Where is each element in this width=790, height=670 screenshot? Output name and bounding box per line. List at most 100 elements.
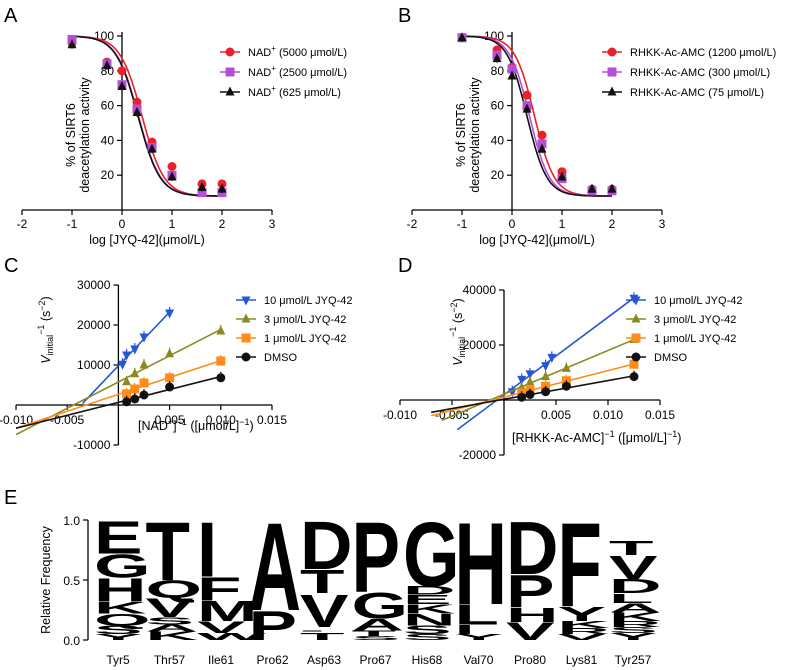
series-2-point [165, 373, 175, 383]
series-0-point [522, 90, 532, 100]
legend-1-label: 3 μmol/L JYQ-42 [654, 314, 736, 326]
x-tick-label: -0.010 [383, 408, 417, 422]
series-1-point [525, 376, 535, 386]
series-3-point [541, 387, 551, 397]
legend-2-marker [225, 86, 235, 96]
y-axis-label: Relative Frequency [39, 525, 53, 633]
legend-0-marker [241, 296, 251, 306]
series-2-point [217, 183, 227, 193]
series-3-point [165, 382, 175, 392]
x-tick-label: 2 [219, 217, 226, 231]
y-tick-label: 10000 [77, 358, 111, 372]
logo-letter-thr57-4: Q [146, 575, 203, 603]
x-tick-label: -2 [17, 217, 28, 231]
position-label: Tyr257 [615, 653, 652, 667]
legend-0-marker [225, 47, 235, 57]
x-axis-label-part: ] [173, 419, 176, 433]
y-axis-label-close: ) [451, 298, 465, 302]
y-axis-label: Vinitial−1 (s−2) [36, 296, 55, 363]
position-label: Pro67 [359, 653, 391, 667]
logo-letter-tyr5-0: Y [94, 632, 143, 641]
series-2-point [557, 171, 567, 181]
x-axis-label-part: [NAD [138, 419, 168, 433]
x-axis-label-part: −1 [667, 429, 677, 439]
x-axis-label-part: −1 [177, 417, 187, 427]
panel-letter-c: C [4, 255, 18, 277]
logo-letter-thr57-1: A [146, 623, 199, 634]
legend-label-sup: + [271, 64, 276, 73]
x-axis-label-part: ([μmol/L] [615, 431, 667, 445]
y-tick-label: -20000 [459, 448, 497, 462]
x-axis-label: [RHKK-Ac-AMC]−1 ([μmol/L]−1) [512, 429, 681, 445]
series-3-point [130, 394, 140, 404]
series-3-point [139, 390, 149, 400]
series-2-point [167, 171, 177, 181]
logo-letter-tyr5-2: Q [94, 611, 151, 630]
x-tick-label: 0.015 [645, 408, 675, 422]
x-axis-label-part: −1 [604, 429, 614, 439]
series-2-point [216, 356, 226, 366]
legend-2-label: 1 μmol/L JYQ-42 [264, 333, 346, 345]
series-3-point [122, 397, 132, 407]
position-label: Asp63 [307, 653, 341, 667]
series-1-point [122, 376, 132, 386]
legend-3-marker [241, 352, 251, 362]
y-axis-label-close: ) [39, 296, 53, 300]
logo-letter-pro80-2: P [506, 566, 555, 618]
series-0-point [117, 360, 127, 370]
position-label: Thr57 [154, 653, 186, 667]
y-axis-label-line1: % of SIRT6 [454, 103, 468, 167]
y-tick-label: 60 [491, 99, 505, 113]
x-tick-label: 0.010 [206, 413, 236, 427]
legend-1-marker [631, 313, 641, 323]
logo-letter-pro67-2: A [352, 616, 405, 635]
series-0-point [537, 130, 547, 140]
logo-letter-tyr257-5: L [609, 591, 653, 606]
x-tick-label: -1 [67, 217, 78, 231]
logo-letter-thr57-0: K [146, 630, 199, 643]
series-2-point [587, 183, 597, 193]
y-axis-label-sub: initial [45, 335, 55, 356]
series-0-point [541, 362, 551, 372]
logo-letter-ile61-3: F [197, 570, 241, 607]
series-3-point [216, 373, 226, 383]
legend-0-label: 10 μmol/L JYQ-42 [654, 295, 742, 307]
y-axis-label-unit: (s [39, 311, 53, 325]
series-2-curve [461, 35, 613, 197]
y-tick-label: 60 [101, 99, 115, 113]
legend-1-marker [225, 67, 235, 77]
series-0-point [130, 345, 140, 355]
y-axis-label-v: V [451, 356, 465, 366]
legend-3-label: DMSO [654, 352, 687, 364]
y-axis-label-unit: (s [451, 313, 465, 327]
legend-label-rest: (625 μmol/L) [276, 87, 341, 99]
series-2-point [67, 39, 77, 49]
series-0-point [517, 375, 527, 385]
y-tick-label: -10000 [73, 438, 111, 452]
series-1-point [197, 188, 207, 198]
logo-letter-val70-0: Y [455, 632, 504, 641]
logo-letter-tyr257-6: D [609, 576, 662, 598]
logo-letter-tyr5-5: G [94, 548, 151, 585]
series-2-point [522, 103, 532, 113]
logo-letter-his68-6: G [403, 503, 460, 606]
y-axis-label-unit-sup: −2 [37, 300, 47, 310]
x-axis-label-part: + [168, 417, 173, 427]
series-0-point [122, 351, 132, 361]
series-1-point [216, 325, 226, 335]
position-label: Lys81 [566, 653, 598, 667]
logo-letter-tyr5-6: E [94, 512, 143, 564]
logo-letter-tyr257-2: R [609, 619, 662, 628]
logo-letter-thr57-2: S [146, 615, 195, 626]
legend-label-rest: (2500 μmol/L) [276, 67, 347, 79]
series-1-curve [72, 35, 222, 197]
panel-letter-a: A [4, 5, 18, 27]
legend-0-marker [631, 296, 641, 306]
series-1-point [507, 64, 517, 74]
y-axis-label-unit-sup: −2 [449, 302, 459, 312]
y-axis-label: % of SIRT6deacetylation activity [454, 77, 482, 193]
logo-letter-tyr257-7: V [609, 549, 658, 586]
x-tick-label: -1 [457, 217, 468, 231]
